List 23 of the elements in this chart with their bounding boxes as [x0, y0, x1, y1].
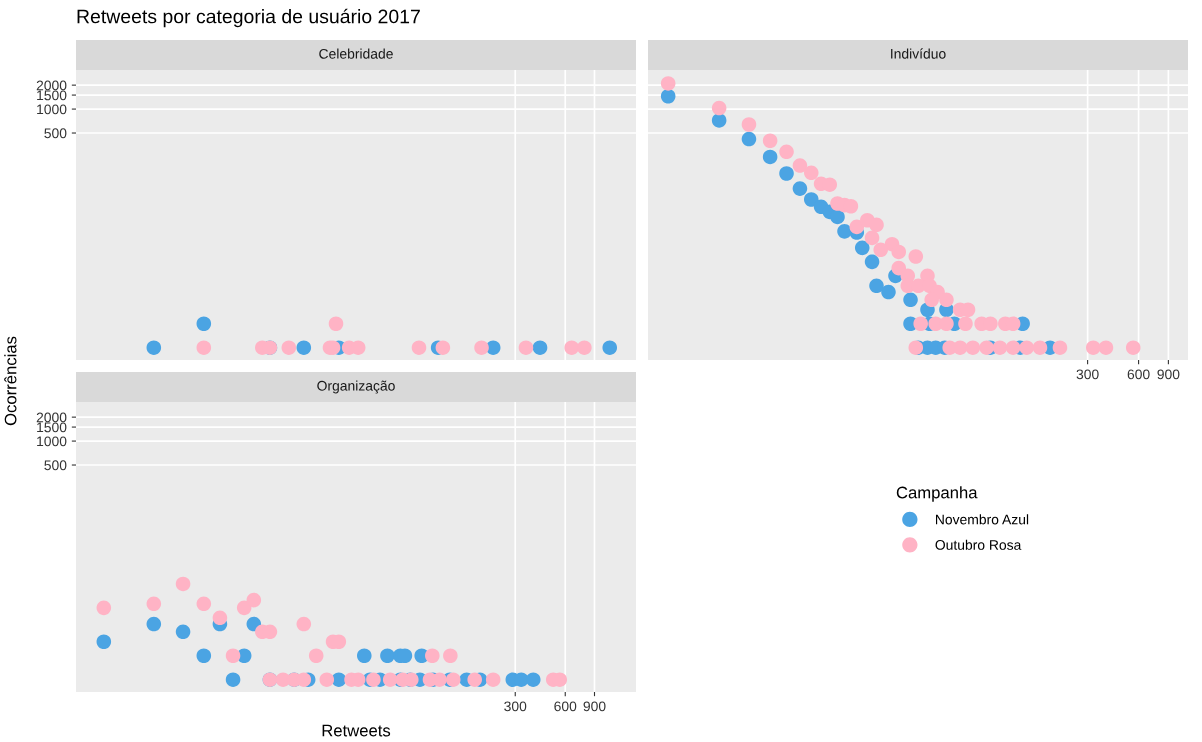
y-tick-label: 1500 — [37, 90, 67, 101]
y-tick-label: 500 — [44, 460, 67, 471]
y-tick-label: 1000 — [37, 436, 67, 447]
legend-label: Outubro Rosa — [935, 539, 1022, 550]
legend-title: Campanha — [896, 486, 978, 502]
legend-label: Novembro Azul — [936, 514, 1029, 525]
x-tick-label: 600 — [1127, 369, 1150, 380]
x-tick-label: 300 — [1076, 369, 1099, 380]
x-tick-label: 900 — [1157, 369, 1180, 380]
y-tick-label: 500 — [44, 128, 67, 139]
x-tick-label: 600 — [554, 701, 577, 712]
y-axis-title: Ocorrências — [4, 336, 17, 426]
x-tick-label: 900 — [583, 701, 606, 712]
y-tick-label: 2000 — [36, 412, 67, 423]
x-axis-title: Retweets — [322, 724, 391, 737]
y-tick-label: 1000 — [37, 104, 67, 115]
chart-subtitle: Organização — [317, 380, 395, 394]
chart-title: Retweets por categoria de usuário 2017 — [77, 8, 420, 28]
y-tick-label: 1500 — [37, 422, 67, 433]
x-tick-label: 300 — [504, 701, 527, 712]
chart-subtitle: Celebridade — [319, 48, 393, 59]
chart-subtitle: Indivíduo — [891, 48, 946, 59]
y-tick-label: 2000 — [36, 80, 67, 91]
